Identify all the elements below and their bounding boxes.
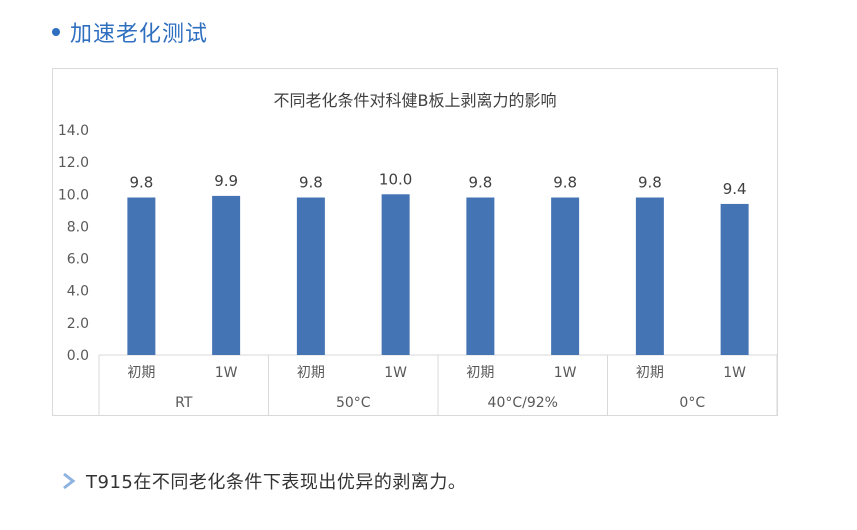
y-tick-label: 12.0 xyxy=(58,155,89,171)
group-label: 50°C xyxy=(336,395,371,411)
bar xyxy=(720,203,749,355)
y-tick-label: 8.0 xyxy=(67,219,89,235)
chevron-right-icon xyxy=(63,472,76,490)
x-tick-label: 1W xyxy=(215,365,238,381)
y-tick-label: 0.0 xyxy=(67,348,89,364)
bar xyxy=(381,194,410,355)
x-tick-label: 初期 xyxy=(466,364,494,381)
chart-frame: 不同老化条件对科健B板上剥离力的影响 14.0 12.0 10.0 8.0 6.0 4.0… xyxy=(52,68,778,416)
y-tick-label: 14.0 xyxy=(58,123,89,139)
group-label: RT xyxy=(175,395,193,411)
chart-title: 不同老化条件对科健B板上剥离力的影响 xyxy=(273,91,557,110)
group-label: 0°C xyxy=(679,395,705,411)
data-label: 9.9 xyxy=(214,172,238,190)
bar xyxy=(212,195,241,355)
group-label: 40°C/92% xyxy=(488,395,558,411)
bullet-dot-icon xyxy=(52,28,60,36)
y-tick-label: 6.0 xyxy=(67,252,89,268)
bar xyxy=(551,197,580,355)
data-label: 9.8 xyxy=(129,174,153,192)
bar xyxy=(127,197,156,355)
x-tick-label: 初期 xyxy=(636,364,664,381)
x-tick-label: 初期 xyxy=(127,364,155,381)
bar xyxy=(466,197,495,355)
data-label: 9.4 xyxy=(723,180,747,198)
data-label: 9.8 xyxy=(299,174,323,192)
note-text: T915在不同老化条件下表现出优异的剥离力。 xyxy=(86,472,467,493)
x-tick-label: 1W xyxy=(554,365,577,381)
section-title: 加速老化测试 xyxy=(70,22,209,47)
data-label: 9.8 xyxy=(468,174,492,192)
section-header: 加速老化测试 xyxy=(52,14,208,50)
data-label: 9.8 xyxy=(553,174,577,192)
x-tick-label: 初期 xyxy=(297,364,325,381)
bar xyxy=(296,197,325,355)
bar-chart: 14.0 12.0 10.0 8.0 6.0 4.0 2.0 0.0 9.8 初期 9.9 1W RT 9… xyxy=(58,123,778,416)
y-tick-label: 4.0 xyxy=(67,284,89,300)
data-label: 9.8 xyxy=(638,174,662,192)
data-label: 10.0 xyxy=(379,170,412,188)
x-tick-label: 1W xyxy=(384,365,407,381)
bar xyxy=(635,197,664,355)
y-tick-label: 10.0 xyxy=(58,187,89,203)
note-line: T915在不同老化条件下表现出优异的剥离力。 xyxy=(62,468,466,494)
x-tick-label: 1W xyxy=(723,365,746,381)
y-tick-label: 2.0 xyxy=(67,316,89,332)
